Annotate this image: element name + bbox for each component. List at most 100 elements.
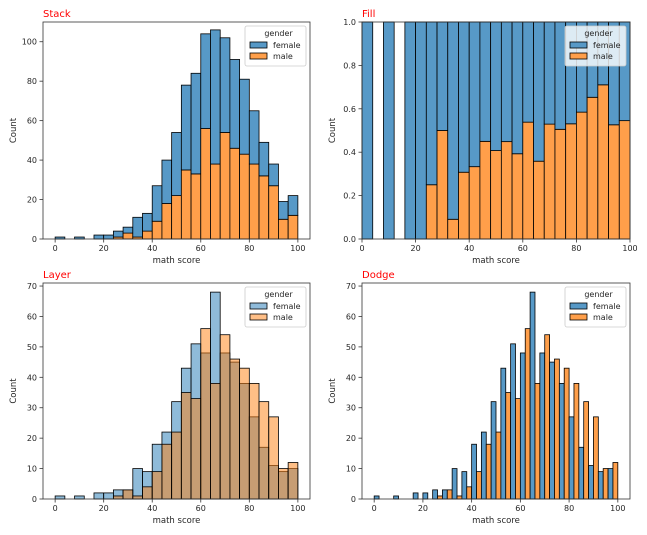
bar-male — [200, 128, 211, 240]
chart-panel-stack: Stack 0 20 40 60 80 100 0 20 40 60 80 100 math score C… — [9, 9, 311, 266]
bar-male — [171, 431, 182, 500]
x-tick-label: 60 — [515, 504, 525, 513]
bar-male — [436, 130, 449, 240]
bar-male — [239, 367, 250, 500]
bar-male — [515, 398, 521, 500]
bar-female — [103, 234, 114, 240]
bars — [54, 291, 299, 500]
bar-male — [219, 334, 231, 500]
bar-male — [458, 171, 470, 240]
bar-male — [268, 416, 279, 500]
chart-panel-dodge: Dodge 0 20 40 60 80 100 0 10 20 30 40 50 60 70 math sco… — [328, 270, 631, 526]
bar-male — [500, 141, 513, 240]
x-tick-label: 20 — [418, 504, 428, 513]
bar-female — [458, 21, 470, 173]
y-tick-label: 40 — [27, 156, 37, 165]
legend: gender female male — [244, 286, 307, 328]
bar-female — [161, 159, 173, 204]
y-tick-label: 10 — [346, 465, 356, 474]
legend-label-male: male — [593, 52, 613, 61]
x-tick-label: 0 — [53, 504, 58, 513]
x-tick-label: 0 — [53, 244, 58, 253]
y-tick-label: 20 — [27, 434, 37, 443]
legend: gender female male — [564, 25, 627, 67]
legend-title: gender — [584, 290, 613, 299]
y-tick-label: 10 — [27, 465, 37, 474]
bar-male — [495, 431, 502, 500]
bar-female — [112, 230, 124, 238]
legend-label-female: female — [273, 41, 301, 50]
x-tick-label: 40 — [464, 244, 474, 253]
bar-male — [161, 203, 173, 240]
x-tick-label: 40 — [467, 504, 477, 513]
bar-female — [447, 21, 459, 220]
bar-female — [588, 465, 594, 500]
legend-swatch-male — [569, 52, 588, 60]
y-tick-label: 0 — [351, 495, 356, 504]
x-tick-label: 0 — [359, 244, 364, 253]
bar-female — [239, 78, 250, 155]
bar-male — [511, 153, 524, 240]
bar-female — [479, 21, 492, 142]
bar-female — [490, 401, 497, 500]
bar-male — [287, 214, 299, 240]
bar-female — [180, 84, 192, 171]
bar-female — [436, 21, 449, 131]
x-tick-label: 20 — [411, 244, 421, 253]
bar-male — [583, 401, 589, 500]
bar-female — [361, 21, 374, 240]
legend-label-female: female — [593, 41, 621, 50]
legend-title: gender — [584, 29, 613, 38]
bar-female — [210, 29, 221, 165]
y-tick-label: 20 — [27, 196, 37, 205]
bar-male — [437, 495, 443, 500]
legend-label-male: male — [593, 313, 613, 322]
y-axis-label: Count — [328, 117, 338, 143]
bar-male — [543, 123, 556, 240]
bar-female — [415, 21, 427, 240]
bar-male — [618, 120, 631, 240]
bar-male — [219, 132, 231, 240]
bar-female — [132, 216, 143, 238]
legend-swatch-female — [569, 41, 588, 49]
bar-female — [142, 212, 153, 232]
y-axis-label: Count — [328, 378, 338, 404]
plot-frame — [42, 21, 311, 240]
bar-female — [432, 489, 438, 500]
bar-male — [476, 471, 482, 500]
bar-male — [142, 230, 153, 240]
bar-male — [112, 495, 124, 500]
bar-male — [593, 416, 599, 500]
bar-female — [422, 492, 429, 500]
y-tick-label: 0.0 — [343, 235, 356, 244]
bar-male — [425, 184, 438, 240]
bar-male — [180, 392, 192, 500]
bar-male — [210, 163, 221, 240]
bar-male — [229, 358, 241, 500]
chart-title: Layer — [43, 270, 72, 281]
legend-swatch-male — [249, 313, 268, 321]
legend-label-male: male — [273, 313, 293, 322]
x-tick-label: 80 — [244, 504, 254, 513]
bar-male — [258, 175, 270, 240]
chart-panel-fill: Fill 0 20 40 60 80 100 0.0 0.2 0.4 0.6 0.8 1.0 math s… — [328, 9, 638, 266]
x-tick-label: 20 — [99, 504, 109, 513]
bar-male — [447, 218, 459, 240]
bar-female — [74, 495, 85, 500]
bar-female — [268, 163, 279, 187]
x-tick-label: 80 — [564, 504, 574, 513]
bar-female — [132, 468, 143, 500]
y-axis-label: Count — [9, 378, 19, 404]
bar-female — [533, 21, 545, 162]
x-tick-label: 100 — [622, 244, 637, 253]
bar-female — [578, 446, 585, 500]
bar-male — [573, 382, 580, 500]
bar-male — [151, 471, 163, 500]
chart-title: Stack — [43, 9, 71, 20]
y-tick-label: 0 — [32, 235, 37, 244]
bar-female — [248, 110, 260, 165]
legend-swatch-female — [249, 302, 268, 310]
x-axis-label: math score — [472, 516, 520, 526]
bars — [373, 291, 619, 500]
bar-male — [258, 401, 270, 500]
